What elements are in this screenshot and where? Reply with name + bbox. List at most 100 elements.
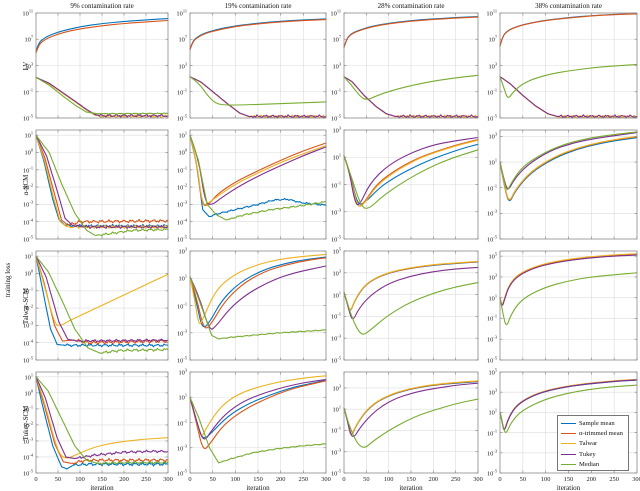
y-tick-label: 10-3: [22, 436, 33, 446]
y-tick-label: 10-1: [176, 165, 187, 175]
series-line-tukey: [35, 376, 169, 460]
series-line-talwar: [499, 135, 638, 200]
y-tick-label: 10-1: [486, 87, 497, 97]
y-tick-label: 103: [24, 60, 33, 71]
legend-label: Median: [579, 460, 600, 468]
y-tick-label: 105: [488, 251, 497, 261]
column-title: 28% contamination rate: [377, 2, 445, 10]
x-tick-label: 0: [498, 476, 502, 483]
y-tick-label: 10-5: [486, 113, 497, 123]
series-line-median: [189, 134, 327, 221]
row-label: Tukey-SCM: [22, 405, 30, 440]
y-tick-label: 10-5: [330, 468, 341, 478]
y-tick-label: 10-1: [176, 300, 187, 311]
series-line-median: [499, 384, 638, 433]
series-line-trimmed_mean: [35, 255, 169, 345]
series-line-tukey: [189, 134, 327, 205]
y-tick-label: 10-3: [22, 199, 33, 209]
x-tick-label: 200: [428, 476, 439, 483]
y-tick-label: 10-1: [176, 87, 187, 97]
legend-entry: Tukey: [561, 449, 625, 459]
column-title: 19% contamination rate: [224, 2, 292, 10]
series-line-trimmed_mean: [189, 19, 327, 51]
x-tick-label: 150: [406, 476, 416, 483]
legend-swatch-median: [561, 463, 576, 465]
y-tick-label: 10-5: [486, 468, 497, 478]
series-line-sample_mean: [499, 137, 638, 202]
y-tick-label: 101: [332, 152, 341, 162]
y-tick-label: 107: [332, 34, 341, 44]
series-line-tukey: [35, 76, 169, 118]
y-tick-label: 100: [24, 388, 33, 398]
series-line-talwar: [35, 376, 169, 459]
series-line-median: [189, 276, 327, 340]
y-tick-label: 101: [178, 273, 187, 283]
series-line-median: [499, 131, 638, 190]
series-line-median: [343, 282, 479, 335]
series-line-sample_mean: [343, 143, 479, 205]
y-tick-label: 103: [332, 60, 341, 71]
legend-entry: α-trimmed mean: [561, 428, 625, 438]
x-tick-label: 100: [383, 476, 394, 483]
y-tick-label: 10-1: [330, 87, 341, 97]
row-label: α-SCM: [22, 174, 30, 195]
legend-label: α-trimmed mean: [579, 429, 623, 437]
legend-swatch-sample_mean: [561, 422, 576, 424]
y-tick-label: 105: [332, 246, 341, 256]
y-tick-label: 10-5: [176, 355, 187, 365]
series-line-median: [35, 76, 169, 115]
series-line-median: [499, 272, 638, 326]
y-tick-label: 10-5: [22, 468, 33, 478]
x-tick-label: 250: [450, 476, 461, 483]
y-tick-label: 10-3: [22, 320, 33, 330]
y-tick-label: 101: [24, 372, 33, 382]
y-tick-label: 10-4: [22, 452, 33, 462]
x-tick-label: 200: [586, 476, 597, 483]
series-line-tukey: [189, 379, 327, 440]
y-tick-label: 10-3: [176, 328, 187, 338]
y-tick-label: 103: [332, 125, 341, 135]
series-line-talwar: [35, 134, 169, 230]
y-tick-label: 10-5: [176, 234, 187, 244]
y-tick-label: 103: [488, 131, 497, 141]
y-tick-label: 107: [488, 34, 497, 44]
legend-label: Talwar: [579, 440, 598, 448]
y-tick-label: 10-5: [330, 113, 341, 123]
y-tick-label: 103: [488, 387, 497, 397]
y-tick-label: 101: [488, 407, 497, 417]
y-tick-label: 10-3: [330, 447, 341, 457]
y-tick-label: 101: [488, 157, 497, 167]
y-tick-label: 10-3: [330, 207, 341, 217]
y-tick-label: 101: [332, 404, 341, 414]
column-title: 38% contamination rate: [535, 2, 602, 10]
y-tick-label: 100: [178, 147, 187, 158]
x-tick-label: 150: [97, 476, 107, 483]
y-tick-label: 10-2: [22, 420, 33, 430]
shared-y-axis-label: training loss: [4, 262, 12, 298]
y-tick-label: 103: [488, 60, 497, 71]
x-tick-label: 200: [275, 476, 286, 483]
series-line-tukey: [343, 382, 479, 437]
y-tick-label: 103: [332, 268, 341, 278]
series-line-trimmed_mean: [189, 380, 327, 450]
row-label: Talwar-SCM: [22, 287, 30, 324]
x-tick-label: 250: [141, 476, 151, 483]
series-line-median: [189, 396, 327, 464]
series-line-talwar: [35, 255, 169, 326]
series-line-trimmed_mean: [343, 16, 479, 49]
y-tick-label: 101: [24, 130, 33, 140]
x-axis-label: iteration: [399, 484, 423, 491]
y-tick-label: 10-5: [176, 113, 187, 123]
y-tick-label: 10-1: [330, 425, 341, 436]
x-tick-label: 0: [342, 476, 346, 483]
series-line-sample_mean: [35, 255, 169, 348]
legend-swatch-talwar: [561, 443, 576, 445]
x-tick-label: 300: [321, 476, 331, 483]
y-tick-label: 101: [488, 293, 497, 303]
y-tick-label: 101: [332, 290, 341, 300]
y-tick-label: 1011: [176, 8, 187, 18]
series-line-trimmed_mean: [35, 19, 169, 54]
x-tick-label: 50: [363, 476, 370, 483]
